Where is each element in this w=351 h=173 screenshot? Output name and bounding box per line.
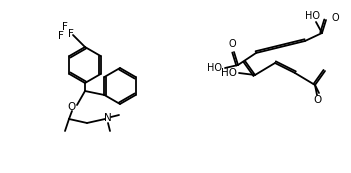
Text: O: O: [313, 95, 321, 105]
Text: HO: HO: [221, 68, 237, 78]
Text: HO: HO: [305, 11, 320, 21]
Text: N: N: [104, 113, 112, 123]
Text: F: F: [58, 31, 64, 41]
Text: O: O: [228, 39, 236, 49]
Text: HO: HO: [207, 63, 223, 73]
Text: F: F: [62, 22, 68, 32]
Text: O: O: [332, 13, 340, 23]
Text: O: O: [68, 102, 76, 112]
Text: F: F: [68, 29, 74, 39]
